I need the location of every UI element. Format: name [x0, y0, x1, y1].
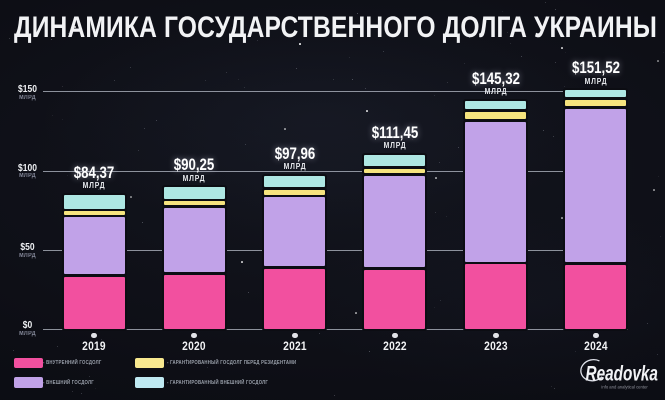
- svg-text:Readovka: Readovka: [586, 361, 658, 385]
- svg-text:info and analytical center: info and analytical center: [601, 385, 648, 390]
